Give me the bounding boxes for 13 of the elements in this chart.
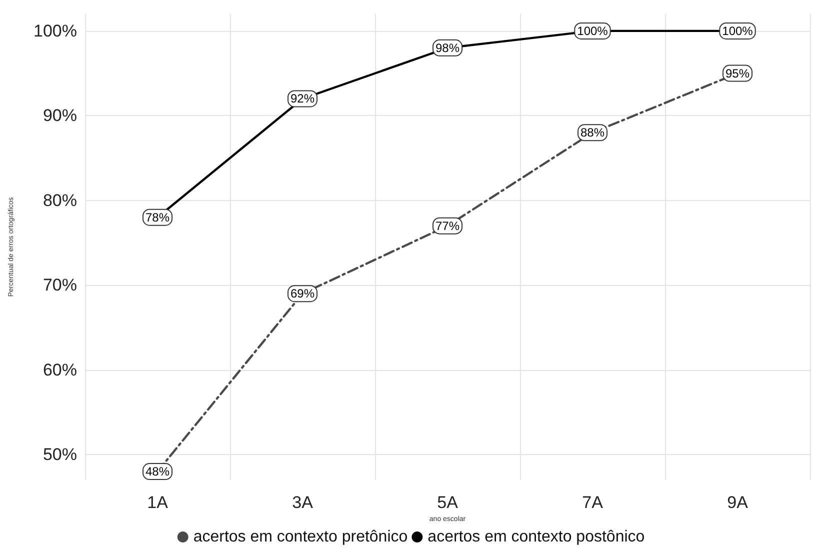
x-tick-label: 7A	[582, 493, 604, 512]
legend-label: acertos em contexto pretônico	[193, 528, 408, 546]
x-tick-label: 3A	[292, 493, 314, 512]
x-tick-label: 1A	[147, 493, 169, 512]
legend-label: acertos em contexto postônico	[428, 528, 645, 546]
y-tick-label: 50%	[42, 445, 77, 464]
x-tick-label: 9A	[727, 493, 749, 512]
y-tick-label: 90%	[42, 106, 77, 126]
y-tick-label: 100%	[34, 21, 77, 40]
y-tick-label: 60%	[42, 360, 77, 380]
y-tick-label: 70%	[42, 276, 77, 295]
y-tick-label: 80%	[42, 190, 77, 210]
x-tick-label: 5A	[437, 493, 459, 512]
